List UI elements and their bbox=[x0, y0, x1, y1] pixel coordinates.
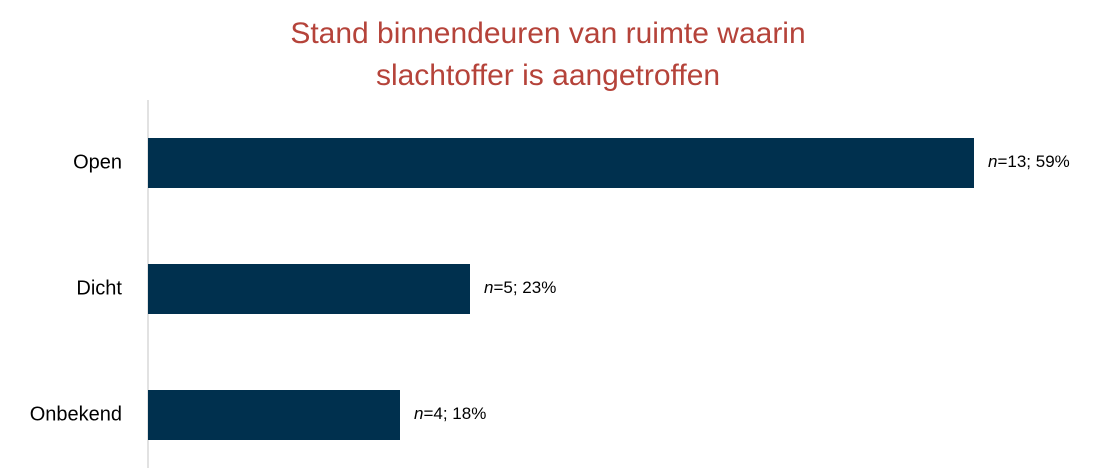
chart-title: Stand binnendeuren van ruimte waarin bbox=[290, 17, 805, 50]
value-label: n=5; 23% bbox=[484, 278, 556, 297]
value-label: n=13; 59% bbox=[988, 152, 1070, 171]
bar bbox=[148, 264, 470, 314]
value-label: n=4; 18% bbox=[414, 404, 486, 423]
bar bbox=[148, 138, 974, 188]
bar bbox=[148, 390, 400, 440]
category-label: Dicht bbox=[76, 277, 122, 299]
category-label: Onbekend bbox=[30, 403, 122, 425]
chart-title: slachtoffer is aangetroffen bbox=[376, 59, 720, 92]
category-label: Open bbox=[73, 151, 122, 173]
